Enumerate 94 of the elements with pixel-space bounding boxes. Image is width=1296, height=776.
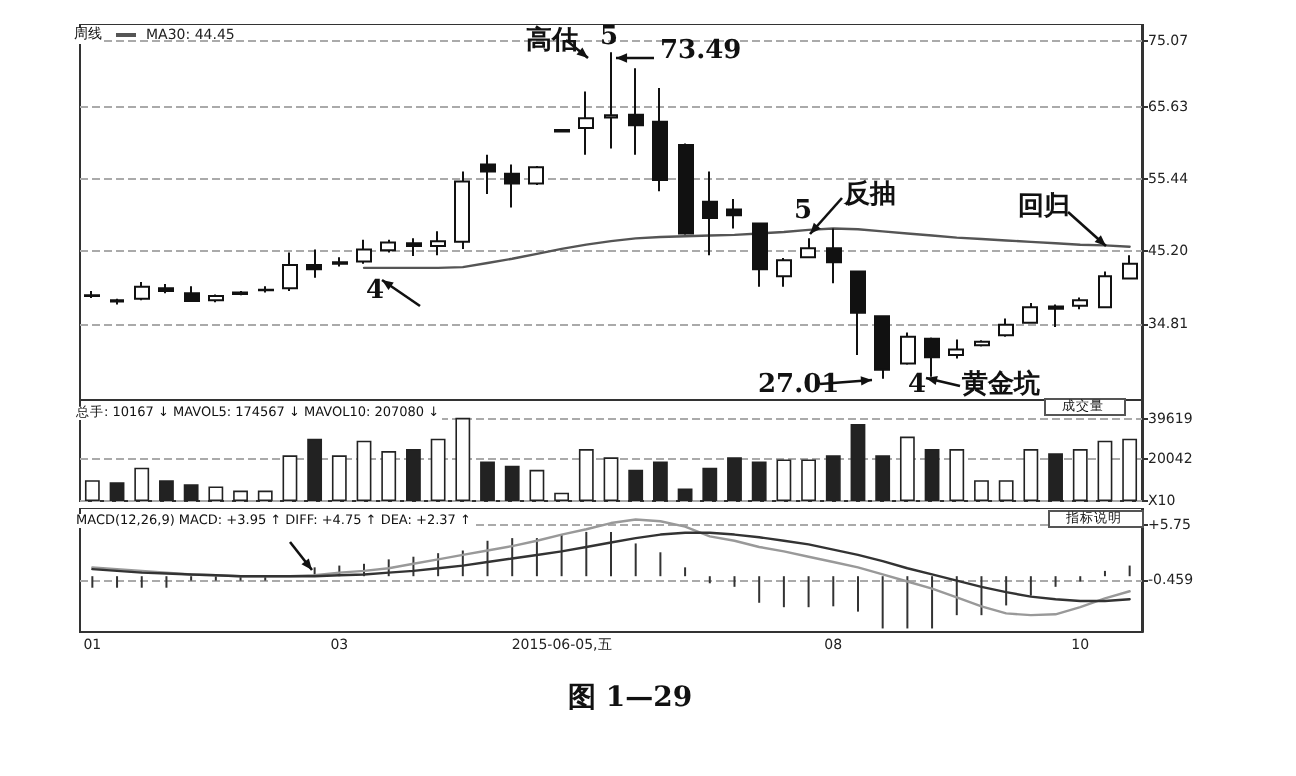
candlestick <box>208 293 224 304</box>
bar <box>554 492 570 501</box>
bar <box>529 469 545 501</box>
bar <box>801 459 816 501</box>
bar <box>1023 449 1039 501</box>
bar <box>406 449 421 501</box>
candlestick <box>1072 296 1088 311</box>
bar <box>159 480 174 501</box>
candlestick <box>874 315 890 380</box>
candlestick <box>826 227 842 285</box>
candlestick <box>528 164 544 186</box>
annotation: 4 <box>906 370 929 401</box>
candlestick <box>900 331 916 366</box>
candlestick <box>480 153 496 196</box>
bar <box>282 455 298 501</box>
caption: 图 1—29 <box>566 682 695 715</box>
bar <box>1122 438 1138 501</box>
bar <box>307 438 323 501</box>
candlestick <box>380 238 396 254</box>
bar <box>430 438 446 501</box>
bar <box>776 459 792 501</box>
candlestick <box>800 237 816 260</box>
bar <box>751 461 767 501</box>
annotation: 27.01 <box>756 370 842 401</box>
candlestick <box>1122 254 1138 281</box>
bar <box>381 451 397 501</box>
candlestick <box>850 270 866 357</box>
bar <box>455 417 471 501</box>
candlestick <box>1048 303 1064 328</box>
candlestick <box>948 338 964 360</box>
bar <box>356 440 372 501</box>
candlestick <box>84 290 100 300</box>
bar <box>998 480 1014 501</box>
bar <box>974 480 989 501</box>
bar <box>257 490 273 501</box>
bar <box>208 486 224 501</box>
candlestick <box>356 238 372 265</box>
bar <box>183 484 199 501</box>
candlestick <box>1022 302 1038 325</box>
annotation: 回归 <box>1016 192 1072 223</box>
candlestick <box>504 163 520 209</box>
bar <box>1097 440 1113 501</box>
candlestick <box>110 297 124 306</box>
candlestick <box>678 142 694 236</box>
annotation: 反抽 <box>842 180 898 211</box>
bar <box>825 455 841 501</box>
candlestick <box>578 90 594 156</box>
candlestick <box>1098 270 1112 309</box>
annotation: 黄金坑 <box>960 370 1042 401</box>
candlestick <box>406 237 422 257</box>
bar <box>109 482 125 501</box>
bar <box>628 469 644 501</box>
bar <box>1048 453 1063 501</box>
bar <box>949 449 965 501</box>
candlestick <box>628 67 644 156</box>
bar <box>677 488 693 501</box>
annotation: 73.49 <box>658 36 744 67</box>
candlestick <box>232 290 248 297</box>
candlestick <box>282 251 298 293</box>
bar <box>652 461 668 501</box>
candlestick <box>306 248 322 279</box>
candlestick <box>134 280 150 302</box>
bar <box>134 467 150 501</box>
candlestick <box>652 86 668 193</box>
candlestick <box>776 257 792 288</box>
annotation: 5 <box>792 196 815 227</box>
bar <box>1072 449 1088 501</box>
bar <box>84 480 100 501</box>
bar <box>331 455 347 501</box>
bar <box>578 449 594 501</box>
candlestick <box>454 170 470 250</box>
candlestick <box>332 256 348 268</box>
bar <box>480 461 495 501</box>
candlestick <box>554 128 570 134</box>
candlestick <box>998 317 1014 338</box>
bar <box>875 455 891 501</box>
bar <box>233 490 248 501</box>
annotation: 高估 <box>524 26 580 57</box>
bar <box>727 457 742 501</box>
bar <box>504 465 520 501</box>
candlestick <box>726 198 742 230</box>
bar <box>603 457 619 501</box>
candlestick <box>702 170 718 257</box>
candlestick <box>974 339 990 348</box>
annotation: 5 <box>598 22 621 53</box>
candlestick <box>158 283 174 295</box>
bar <box>702 467 718 501</box>
candlestick <box>184 285 200 303</box>
candlestick <box>430 230 446 257</box>
candlestick <box>752 221 768 288</box>
bar <box>924 449 940 501</box>
bar <box>899 436 915 501</box>
bar <box>850 424 866 501</box>
annotation: 4 <box>364 276 387 307</box>
